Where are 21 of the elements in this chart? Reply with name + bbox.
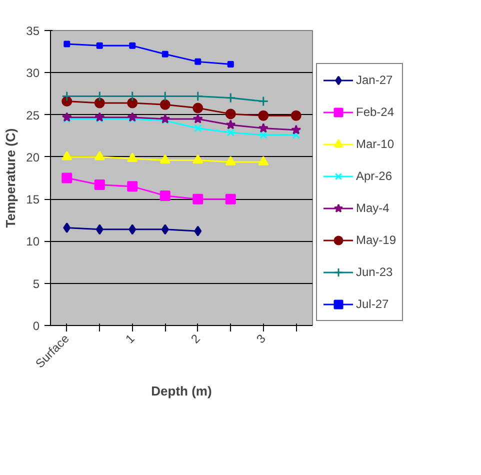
legend-label: May-4 xyxy=(356,201,390,215)
legend-label: Mar-10 xyxy=(356,137,394,151)
x-tick-label: 1 xyxy=(122,331,138,346)
y-tick-label: 10 xyxy=(26,234,40,249)
x-tick-label: 2 xyxy=(188,331,204,346)
y-tick-label: 30 xyxy=(26,66,40,80)
legend-label: Jan-27 xyxy=(356,73,393,87)
x-axis-title: Depth (m) xyxy=(151,384,212,399)
y-axis-title: Temperature (C) xyxy=(3,128,18,228)
y-tick-label: 20 xyxy=(26,150,40,164)
legend-label: Jul-27 xyxy=(356,297,389,311)
legend-label: Apr-26 xyxy=(356,169,392,183)
y-tick-label: 5 xyxy=(32,276,40,291)
legend-label: May-19 xyxy=(356,233,396,247)
y-tick-label: 25 xyxy=(26,108,40,122)
legend-label: Jun-23 xyxy=(356,265,393,279)
y-tick-label: 35 xyxy=(26,24,40,38)
y-tick-label: 15 xyxy=(26,192,40,207)
x-tick-label: 3 xyxy=(254,331,269,346)
legend-label: Feb-24 xyxy=(356,105,394,119)
y-tick-label: 0 xyxy=(32,319,40,333)
